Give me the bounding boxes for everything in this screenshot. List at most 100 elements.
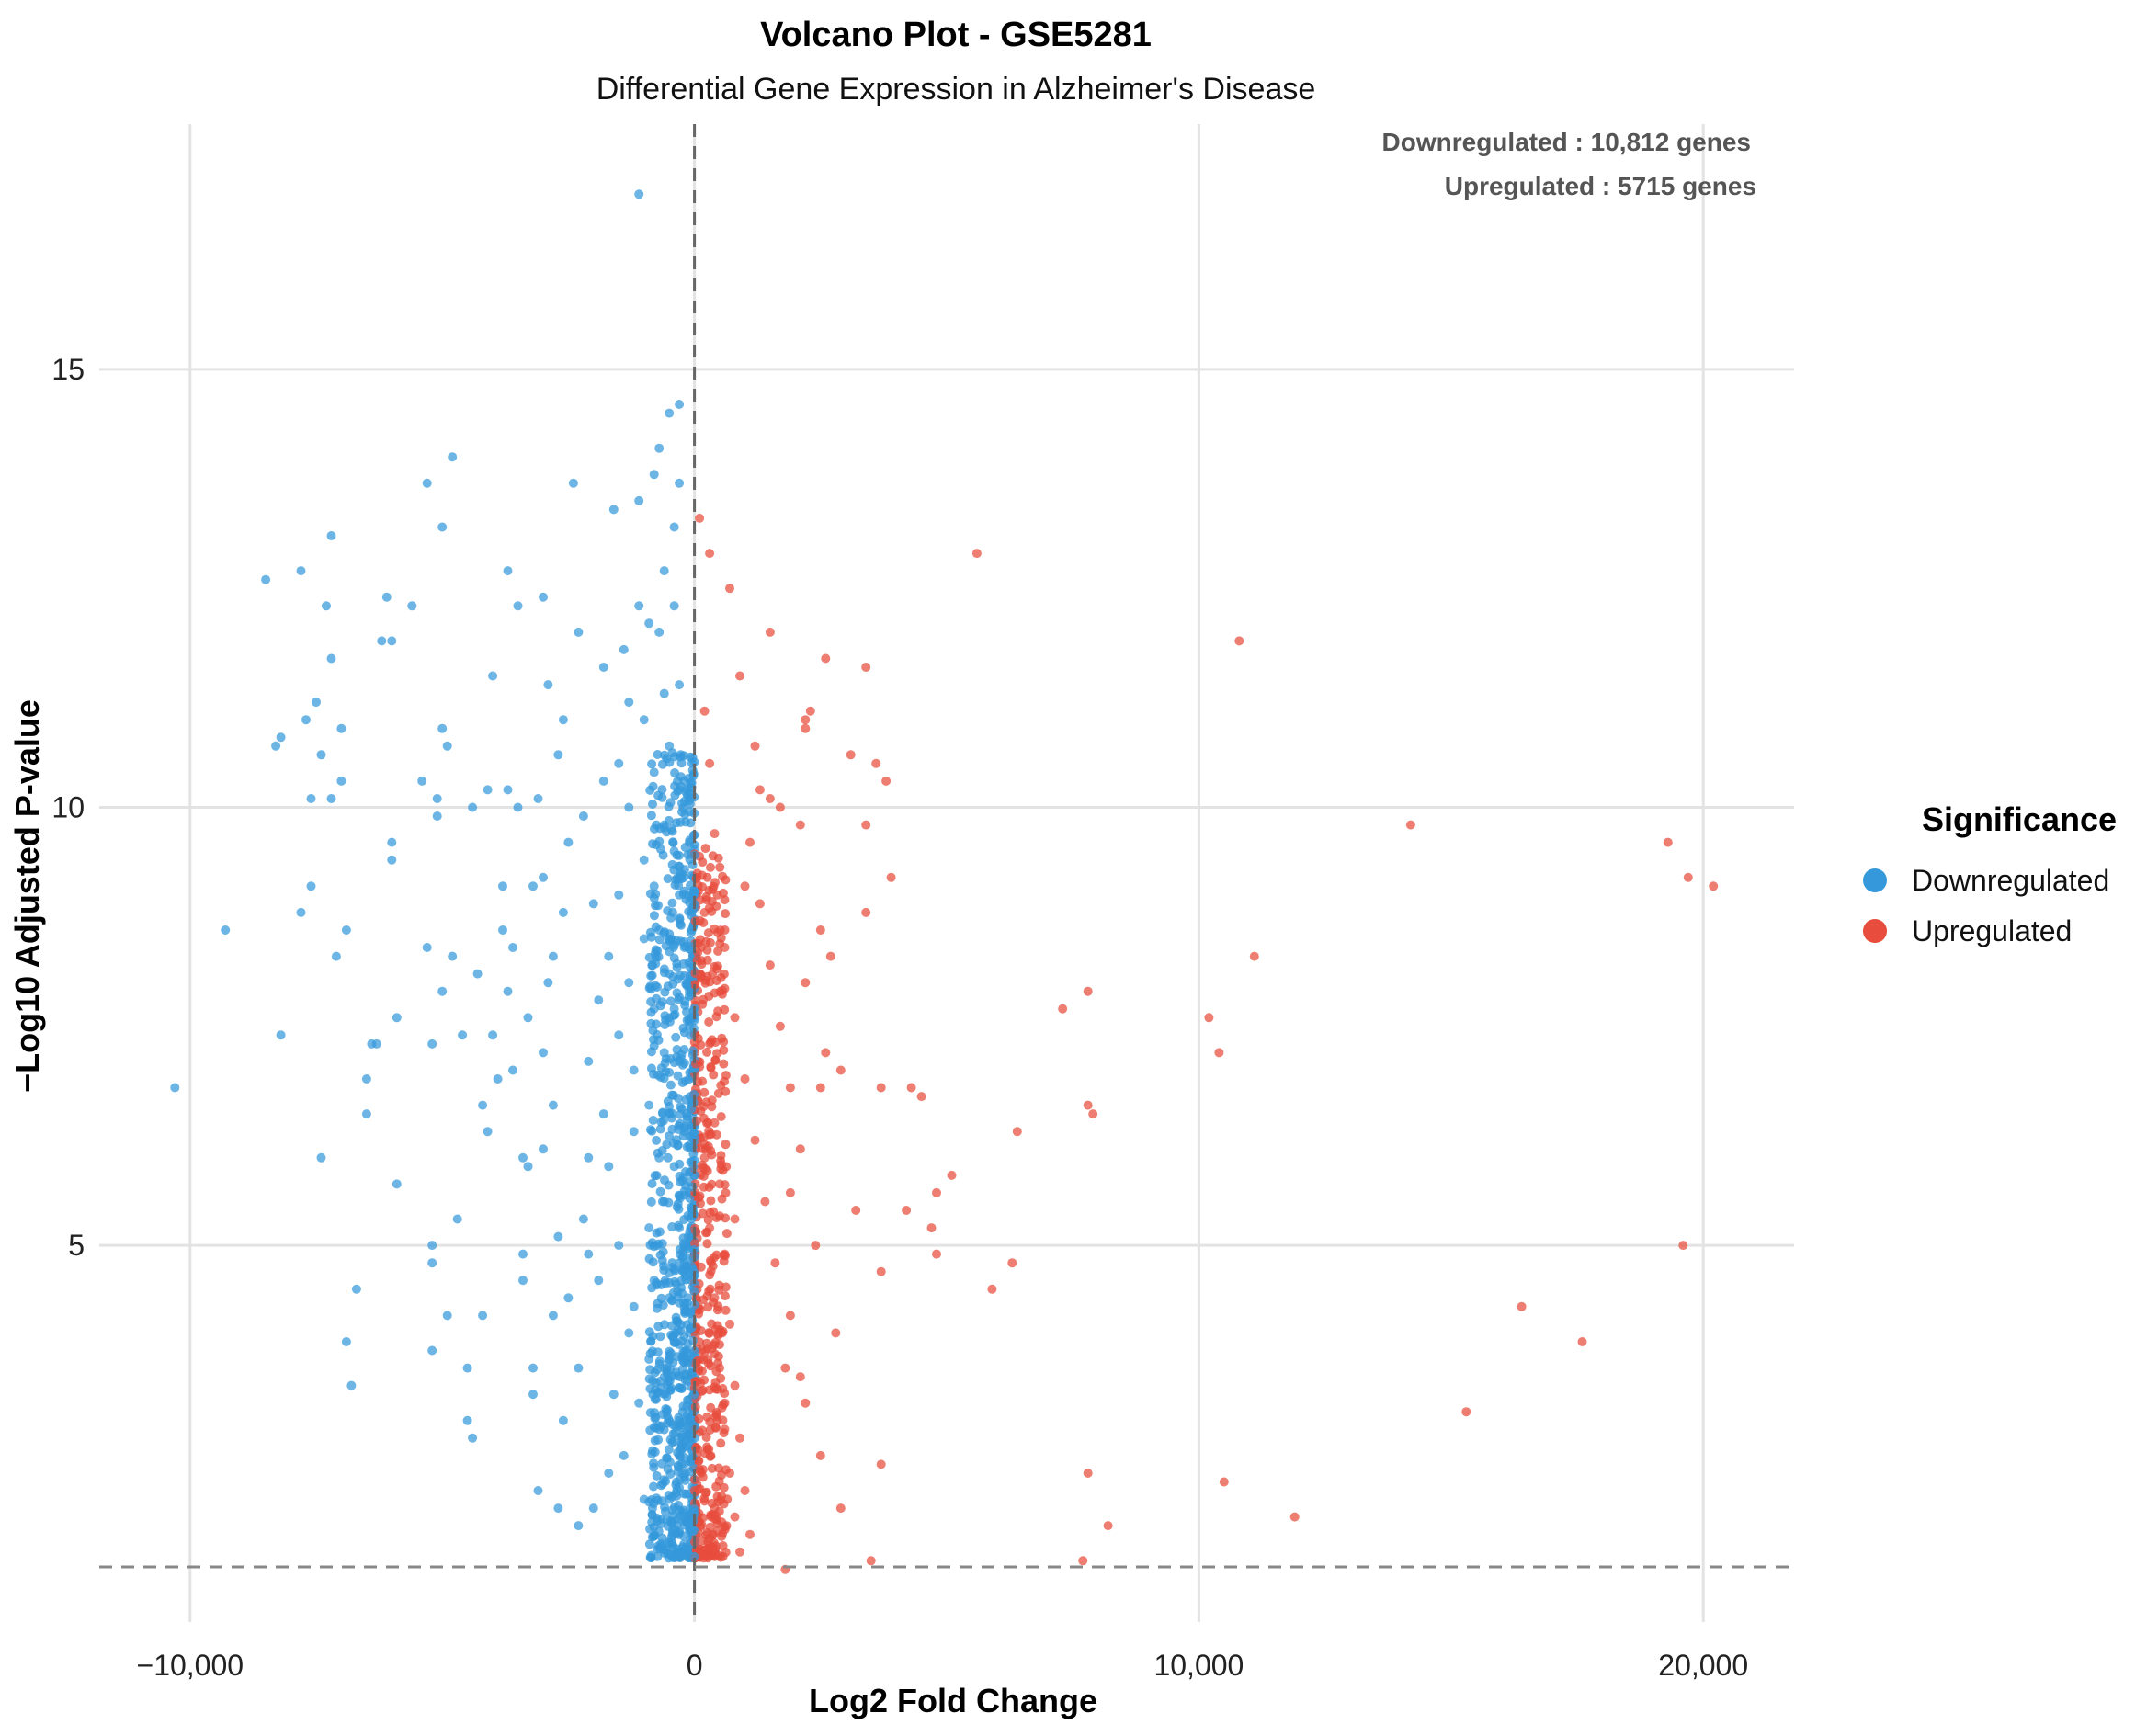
core-point-1346 [671, 1421, 681, 1431]
core-point-934 [646, 1007, 656, 1017]
point-downregulated-30 [381, 592, 392, 602]
core-point-1360 [679, 796, 689, 806]
point-downregulated-90 [553, 1503, 563, 1514]
point-downregulated-93 [563, 837, 574, 847]
core-point-705 [721, 1229, 732, 1239]
core-point-1115 [682, 1320, 692, 1330]
point-downregulated-122 [533, 794, 543, 803]
point-upregulated-21 [1683, 872, 1693, 882]
core-point-538 [646, 811, 656, 821]
core-point-984 [716, 1151, 726, 1161]
core-point-1396 [674, 1121, 684, 1131]
point-downregulated-95 [568, 478, 578, 488]
point-downregulated-83 [528, 1390, 538, 1400]
core-point-305 [665, 798, 676, 808]
point-downregulated-125 [539, 1048, 548, 1058]
point-downregulated-106 [619, 644, 629, 654]
core-point-695 [662, 1140, 672, 1150]
point-downregulated-77 [518, 1249, 528, 1259]
point-downregulated-22 [341, 1337, 351, 1346]
core-point-901 [651, 901, 660, 911]
core-point-948 [713, 1088, 723, 1098]
point-downregulated-26 [361, 1109, 371, 1119]
point-upregulated-14 [881, 776, 892, 786]
core-point-1164 [693, 1456, 703, 1466]
core-point-1028 [663, 906, 673, 916]
core-point-954 [721, 1465, 731, 1475]
core-point-1267 [668, 1138, 678, 1148]
core-point-1148 [653, 1070, 663, 1080]
core-point-685 [664, 1445, 674, 1455]
core-point-1389 [694, 1364, 704, 1374]
point-downregulated-145 [624, 802, 634, 812]
core-point-739 [663, 1152, 673, 1163]
core-point-899 [646, 997, 656, 1006]
point-upregulated-62 [876, 1459, 886, 1469]
core-point-1180 [676, 970, 686, 981]
core-point-1274 [658, 1116, 668, 1126]
point-downregulated-28 [371, 1038, 381, 1049]
core-point-216 [720, 1291, 730, 1301]
core-point-1085 [671, 936, 681, 946]
core-point-1336 [684, 1354, 694, 1364]
point-upregulated-75 [730, 1013, 740, 1023]
core-point-1057 [649, 1462, 659, 1472]
core-point-650 [649, 911, 659, 921]
core-point-1318 [660, 1058, 670, 1068]
core-point-1075 [658, 1479, 667, 1489]
core-point-1316 [655, 1186, 665, 1197]
downregulated-count-annotation: Downregulated : 10,812 genes [1382, 128, 1751, 156]
core-point-1204 [675, 919, 685, 929]
core-point-322 [666, 913, 676, 923]
core-point-671 [645, 1365, 655, 1375]
point-downregulated-142 [614, 1241, 624, 1251]
core-point-386 [663, 874, 673, 884]
point-downregulated-41 [427, 1241, 437, 1251]
point-downregulated-128 [558, 1415, 568, 1425]
core-point-1227 [703, 1302, 713, 1312]
core-point-1333 [681, 1370, 691, 1380]
point-upregulated-68 [1078, 1556, 1088, 1566]
point-downregulated-109 [634, 495, 644, 505]
core-point-1287 [714, 1280, 724, 1290]
point-upregulated-84 [710, 1118, 720, 1128]
point-downregulated-35 [392, 1179, 402, 1189]
point-downregulated-87 [543, 680, 553, 690]
core-point-615 [713, 1358, 723, 1368]
point-upregulated-15 [755, 785, 765, 795]
core-point-1031 [679, 1190, 689, 1200]
legend-marker-downregulated [1863, 868, 1887, 892]
core-point-802 [657, 1107, 667, 1118]
point-downregulated-37 [417, 776, 427, 786]
point-downregulated-81 [528, 881, 538, 891]
point-downregulated-97 [574, 1521, 584, 1531]
core-point-1226 [655, 1377, 665, 1386]
core-point-468 [720, 1180, 730, 1190]
core-point-1122 [698, 999, 708, 1009]
point-upregulated-19 [1405, 820, 1415, 830]
point-upregulated-108 [730, 1214, 740, 1224]
core-point-1363 [668, 1357, 678, 1367]
core-point-1242 [696, 1040, 706, 1050]
core-point-1394 [679, 1514, 689, 1523]
point-downregulated-111 [639, 855, 649, 865]
core-point-1248 [695, 1464, 705, 1474]
point-downregulated-25 [361, 1074, 371, 1084]
point-downregulated-120 [634, 189, 644, 199]
core-point-1293 [702, 945, 712, 955]
core-point-889 [689, 1170, 699, 1180]
data-points [170, 189, 1719, 1574]
core-point-1399 [666, 824, 676, 834]
point-downregulated-108 [629, 1065, 639, 1075]
point-upregulated-81 [795, 1372, 805, 1382]
point-upregulated-92 [699, 1152, 710, 1163]
point-downregulated-76 [518, 1152, 528, 1163]
point-upregulated-25 [815, 925, 825, 935]
core-point-1093 [684, 1140, 694, 1151]
core-point-1379 [675, 1171, 685, 1181]
point-downregulated-48 [437, 986, 448, 996]
point-upregulated-9 [801, 715, 811, 725]
point-upregulated-11 [801, 723, 811, 733]
core-point-762 [718, 1415, 728, 1425]
core-point-1088 [667, 748, 677, 758]
